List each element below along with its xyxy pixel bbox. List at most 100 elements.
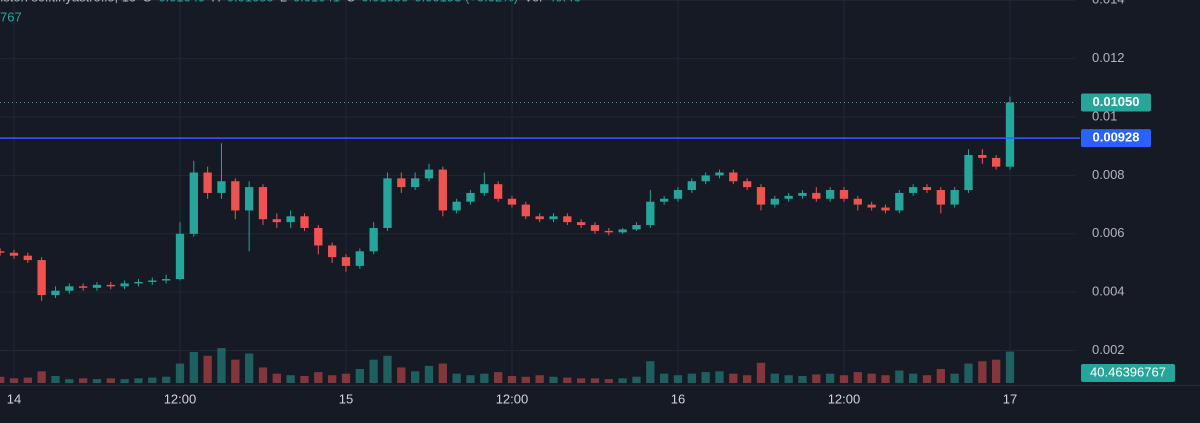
volume-bar (895, 370, 904, 383)
volume-bar (92, 379, 102, 383)
price-badge-label: 0.01050 (1093, 94, 1140, 109)
x-tick-label: 12:00 (828, 391, 861, 406)
volume-bar (23, 377, 32, 383)
volume-bar (51, 376, 60, 383)
candle-body (383, 178, 392, 228)
header-item: Vol (524, 0, 542, 4)
candle-body (687, 181, 696, 191)
volume-bar (756, 362, 766, 383)
horizontal-line-badge (1081, 129, 1151, 148)
price-badge (1081, 93, 1151, 112)
candle-body (535, 216, 544, 220)
candle-body (1005, 102, 1015, 167)
volume-bar (397, 367, 406, 383)
candle-body (895, 192, 904, 211)
candle-body (466, 192, 475, 202)
volume-bar (217, 348, 226, 383)
candle-body (286, 216, 295, 223)
candle-body (217, 181, 226, 193)
volume-bar (369, 359, 378, 383)
x-tick-label: 15 (339, 391, 353, 406)
volume-bar (480, 373, 489, 383)
candle-body (576, 222, 586, 226)
candle-body (300, 216, 309, 228)
candle-body (9, 252, 19, 256)
volume-bar (0, 376, 5, 383)
candle-body (825, 190, 835, 199)
volume-bar (134, 378, 143, 383)
volume-bar (590, 378, 600, 383)
candle-body (231, 181, 240, 211)
volume-bar (729, 373, 738, 383)
volume-bar (383, 355, 392, 383)
candle-body (604, 230, 613, 233)
volume-bar (521, 376, 530, 383)
candle-body (424, 169, 434, 179)
candle-body (991, 157, 1001, 167)
candle-body (175, 233, 185, 280)
volume-bar (507, 376, 517, 383)
candle-body (673, 190, 683, 199)
candle-body (92, 284, 102, 288)
candle-body (410, 178, 420, 188)
x-tick-label: 12:00 (496, 391, 529, 406)
volume-bar (784, 375, 793, 383)
volume-bar (175, 363, 185, 383)
volume-bar (300, 376, 309, 383)
candle-body (272, 219, 281, 223)
volume-bar (964, 363, 973, 383)
horizontal-line-label: 0.00928 (1093, 130, 1140, 145)
volume-bar (715, 371, 724, 383)
candle-body (314, 227, 323, 246)
volume-bar (410, 371, 420, 383)
header-line2: 767 (0, 9, 22, 24)
header-item: 0.01049 (158, 0, 205, 4)
volume-bar (825, 373, 835, 383)
candle-body (618, 229, 627, 233)
volume-bar (798, 376, 807, 383)
volume-bar (549, 376, 558, 383)
candle-body (244, 187, 254, 211)
header-item: 0.01041 (293, 0, 340, 4)
x-tick-label: 12:00 (164, 391, 197, 406)
candle-body (23, 255, 32, 261)
candle-body (189, 172, 198, 234)
candle-body (106, 284, 115, 287)
volume-bar (687, 373, 696, 383)
volume-bar (106, 378, 115, 383)
candle-body (549, 216, 558, 220)
candle-body (729, 172, 738, 182)
candle-body (134, 281, 143, 284)
volume-bar (742, 375, 752, 383)
header-item: 0.01050 (361, 0, 408, 4)
volume-bar (659, 373, 669, 383)
header-item: C (346, 0, 355, 4)
volume-bar (632, 376, 641, 383)
candle-body (341, 257, 351, 266)
candle-body (812, 192, 821, 199)
header-item: 0.01050 (227, 0, 274, 4)
volume-bar (618, 378, 627, 383)
candle-body (521, 204, 530, 217)
volume-bar (908, 373, 918, 383)
candle-body (715, 172, 724, 176)
candle-body (327, 245, 337, 258)
header-item: 0.00193 (+0.02%) (414, 0, 518, 4)
candle-body (438, 169, 447, 211)
candle-body (590, 225, 600, 231)
volume-bar (991, 359, 1001, 383)
candle-body (563, 216, 572, 223)
candle-body (480, 184, 489, 193)
candle-body (646, 201, 655, 226)
volume-bar (493, 372, 503, 383)
candle-body (964, 154, 973, 191)
volume-bar (576, 378, 586, 383)
x-tick-label: 14 (7, 391, 21, 406)
overlay: 0.01050 0.00928 40.46396767 nston sol.tinya… (0, 0, 1175, 382)
volume-bar (646, 361, 655, 383)
axes: 0.002 0.004 0.006 0.008 0.01 0.012 0.014 14 12:0… (0, 0, 1200, 406)
candle-body (950, 190, 959, 205)
candle-body (853, 198, 862, 205)
volume-bar (203, 355, 212, 383)
